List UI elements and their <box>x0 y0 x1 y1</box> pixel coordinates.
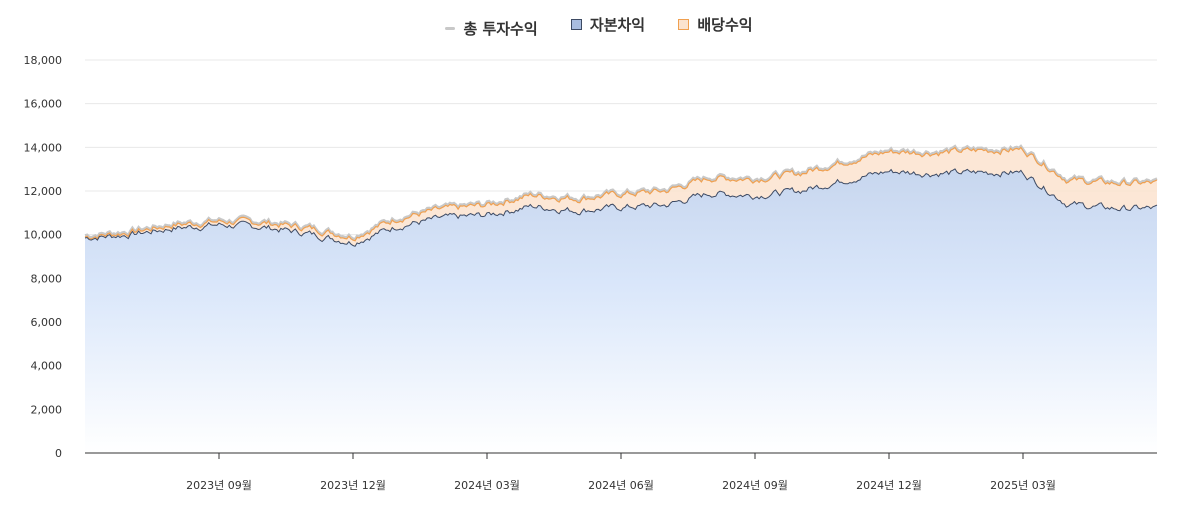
x-tick-label: 2023년 09월 <box>186 479 252 492</box>
y-axis: 18,000 16,000 14,000 12,000 10,000 8,000 6,000… <box>24 54 63 460</box>
x-tick-label: 2023년 12월 <box>320 479 386 492</box>
legend-dividend[interactable]: 배당수익 <box>678 14 753 35</box>
y-tick-label: 18,000 <box>24 54 63 67</box>
y-tick-label: 12,000 <box>24 185 63 198</box>
dividend-series-line <box>84 146 1158 242</box>
legend-dividend-swatch <box>678 19 690 30</box>
plot-area <box>84 144 1158 453</box>
legend-total-swatch <box>445 27 456 30</box>
legend-capital[interactable]: 자본차익 <box>570 14 646 35</box>
total-series-line <box>84 144 1158 241</box>
capital-series-line <box>84 168 1158 247</box>
y-tick-label: 14,000 <box>24 141 63 154</box>
y-tick-label: 2,000 <box>31 403 63 416</box>
legend-dividend-label: 배당수익 <box>697 16 753 34</box>
legend-capital-swatch <box>570 19 582 30</box>
legend-total[interactable]: 총 투자수익 <box>445 18 538 39</box>
x-tick-label: 2024년 03월 <box>454 479 520 492</box>
x-tick-label: 2024년 06월 <box>588 479 654 492</box>
y-tick-label: 4,000 <box>31 360 63 373</box>
x-tick-label: 2024년 09월 <box>722 479 788 492</box>
x-tick-label: 2025년 03월 <box>990 479 1056 492</box>
x-axis: 2023년 09월 2023년 12월 2024년 03월 2024년 06월 2024… <box>85 452 1157 492</box>
capital-area <box>85 168 1157 453</box>
y-tick-label: 16,000 <box>24 98 63 111</box>
chart-legend: 총 투자수익 자본차익 배당수익 <box>0 14 1198 39</box>
y-tick-label: 0 <box>55 447 62 460</box>
legend-capital-label: 자본차익 <box>589 16 646 34</box>
y-tick-label: 8,000 <box>31 272 63 285</box>
y-tick-label: 6,000 <box>31 316 63 329</box>
y-tick-label: 10,000 <box>24 229 63 242</box>
legend-total-label: 총 투자수익 <box>463 20 538 38</box>
x-tick-label: 2024년 12월 <box>856 479 922 492</box>
